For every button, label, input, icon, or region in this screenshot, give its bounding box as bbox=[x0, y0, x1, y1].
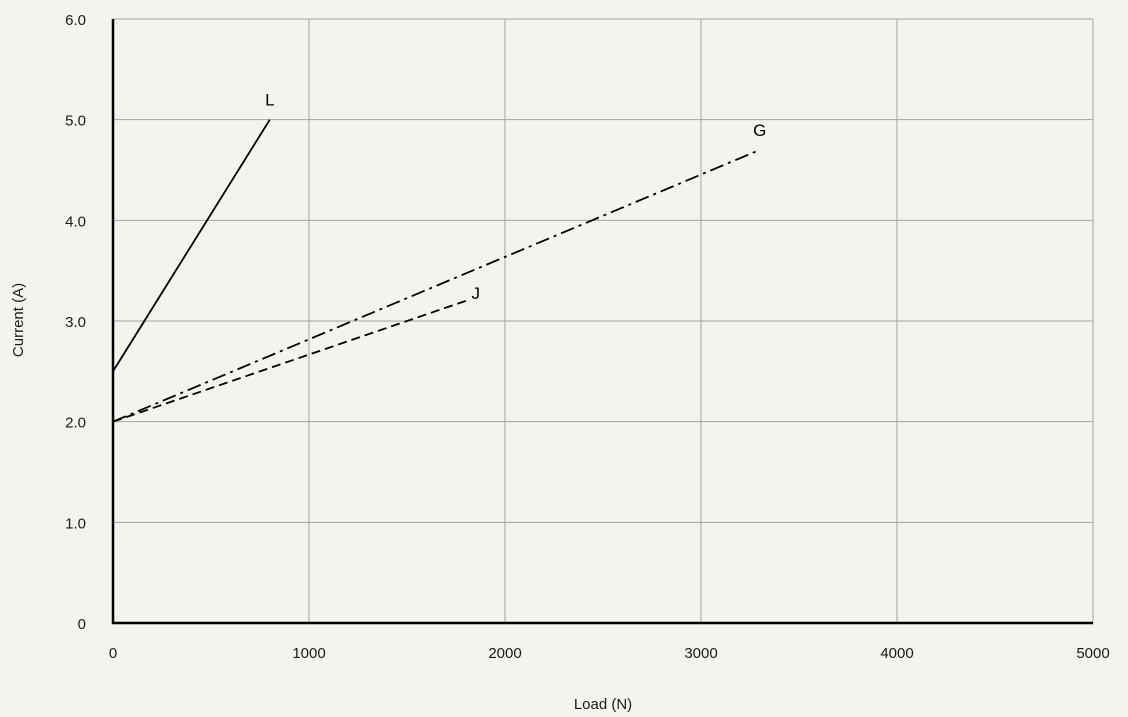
series-label-j: J bbox=[472, 284, 481, 303]
axes bbox=[111, 19, 1093, 625]
x-tick-label: 1000 bbox=[292, 645, 325, 662]
y-tick-label: 3.0 bbox=[65, 314, 86, 331]
series-labels: L J G bbox=[265, 91, 766, 303]
y-tick-label: 6.0 bbox=[65, 12, 86, 29]
x-tick-label: 2000 bbox=[488, 645, 521, 662]
y-axis-title: Current (A) bbox=[10, 283, 27, 357]
y-tick-label: 2.0 bbox=[65, 415, 86, 432]
y-tick-label: 4.0 bbox=[65, 213, 86, 230]
x-tick-label: 4000 bbox=[880, 645, 913, 662]
series-label-g: G bbox=[753, 121, 766, 140]
series-label-l: L bbox=[265, 91, 274, 110]
grid bbox=[113, 18, 1094, 623]
x-tick-label: 3000 bbox=[684, 645, 717, 662]
y-tick-label: 5.0 bbox=[65, 113, 86, 130]
x-tick-label: 0 bbox=[109, 645, 117, 662]
series-line-l bbox=[112, 119, 271, 372]
y-tick-label: 0 bbox=[78, 616, 86, 633]
series-line-g bbox=[112, 149, 761, 423]
x-axis-title: Load (N) bbox=[574, 696, 632, 713]
series bbox=[112, 119, 761, 423]
y-tick-label: 1.0 bbox=[65, 515, 86, 532]
tick-labels: 0 1000 2000 3000 4000 5000 0 1.0 2.0 3.0 4.0 5.0 6.0 bbox=[65, 12, 1110, 662]
series-line-j bbox=[112, 300, 467, 423]
x-tick-label: 5000 bbox=[1076, 645, 1109, 662]
